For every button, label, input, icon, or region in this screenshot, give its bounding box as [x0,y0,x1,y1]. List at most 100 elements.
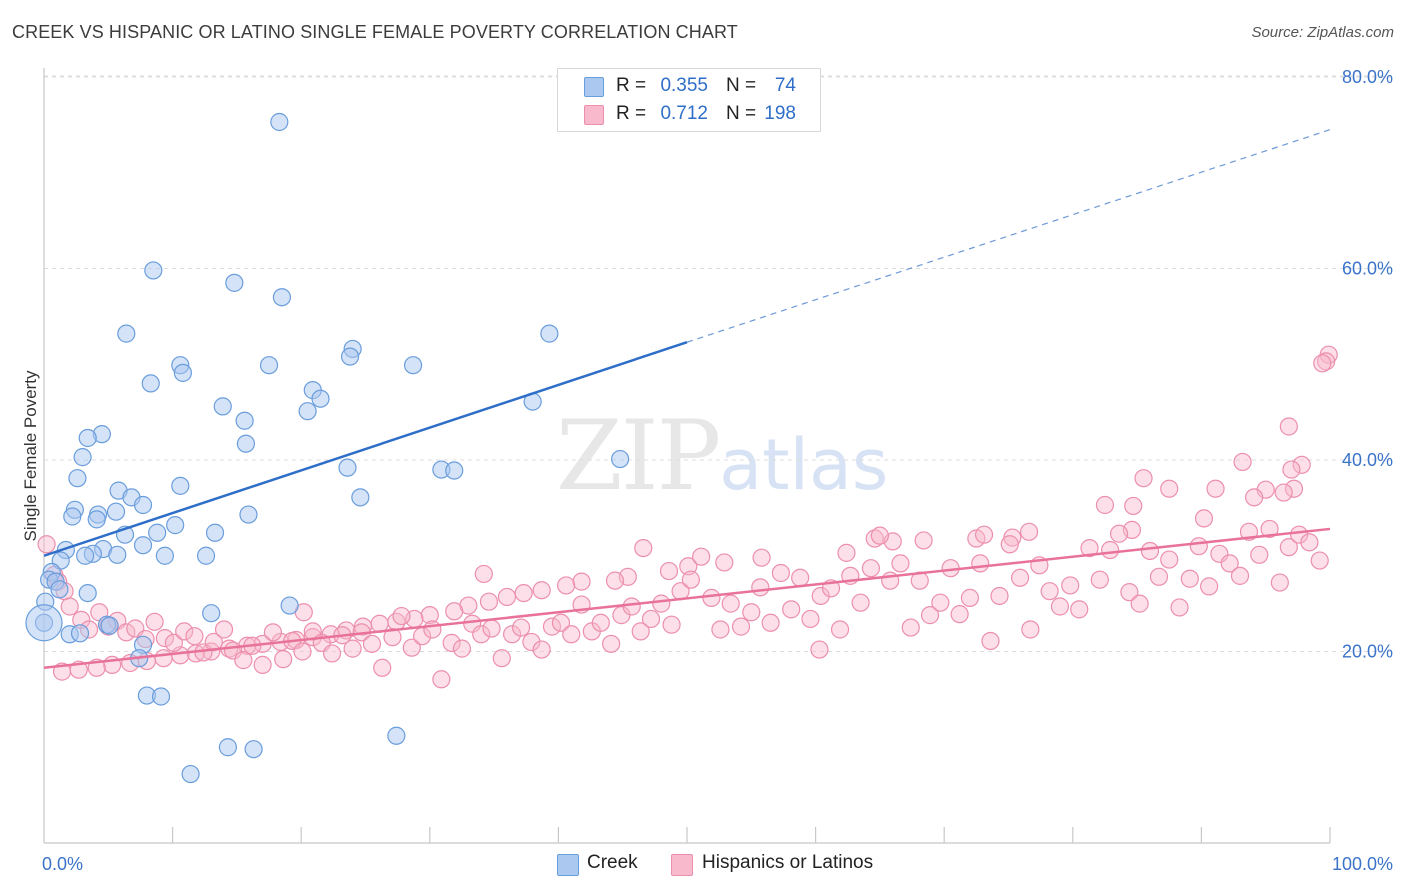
creek-point [76,546,95,565]
hispanic-point [1180,569,1199,588]
creek-point [298,402,317,421]
creek-point [202,604,221,623]
hispanic-point [920,606,940,625]
creek-point [259,356,279,375]
hispanic-point [1200,577,1219,596]
creek-point [235,411,254,430]
hispanic-point [1120,583,1139,602]
watermark-atlas: atlas [719,424,889,506]
creek-point [25,604,63,642]
creek-point [445,461,464,480]
creek-point [68,469,87,488]
hispanic-point [234,651,253,670]
creek-point [280,596,299,615]
hispanic-point [512,618,531,637]
y-tick-label: 20.0% [1342,642,1393,662]
hispanic-point [542,617,562,636]
hispanic-point [1000,535,1019,554]
creek-point [171,476,190,495]
hispanic-point [1124,496,1143,516]
hispanic-point [605,571,625,590]
hispanic-point [791,568,810,587]
creek-legend-label: Creek [587,852,638,873]
creek-point [133,536,153,555]
hispanic-point [622,597,641,616]
hispanic-point [752,548,771,567]
hispanic-point [721,594,740,613]
creek-point [340,347,360,366]
hispanic-point [432,670,451,689]
legend-row-hispanic: R = 0.712 N = 198 [558,101,820,129]
creek-point [63,507,82,526]
hispanic-points [37,345,1338,689]
hispanic-point [692,547,711,566]
hispanic-point [870,526,890,545]
creek-point [173,363,192,382]
watermark-zip: ZIP [556,400,721,512]
creek-point [148,523,167,542]
hispanic-point [1170,598,1189,617]
creek-point [78,428,97,448]
hispanic-point [1109,524,1129,543]
hispanic-point [731,617,751,636]
n-label: N = [726,75,757,96]
hispanic-point [1070,600,1089,619]
hispanic-point [474,564,493,584]
hispanic-point [681,570,700,589]
y-axis-label: Single Female Poverty [21,370,40,542]
hispanic-point [1160,550,1179,569]
hispanic-point [1100,540,1120,560]
trend-lines [43,129,1331,670]
hispanic-point [602,634,621,653]
hispanic-point [1292,455,1311,474]
hispanic-point [1194,509,1214,528]
creek-point [166,516,185,535]
hispanic-point [861,559,880,578]
hispanic-point [263,623,283,642]
n-value: 198 [764,103,796,124]
hispanic-point [442,633,461,652]
creek-point [236,434,256,453]
hispanic-point [452,639,472,658]
hispanic-point [865,529,884,548]
hispanic-point [971,554,990,573]
hispanic-point [950,605,969,624]
hispanic-point [662,615,681,634]
hispanic-point [751,578,770,597]
hispanic-point [711,620,730,639]
zipatlas-watermark: ZIPatlas [556,400,888,512]
n-label: N = [726,103,757,124]
hispanic-point [1230,566,1250,585]
hispanic-point [990,586,1009,606]
creek-point [151,687,171,706]
hispanic-point [274,650,293,669]
hispanic-point [771,563,790,583]
hispanic-point [383,628,402,647]
hispanic-point [974,525,994,544]
hispanic-point [1021,620,1040,639]
hispanic-point [761,613,780,632]
creek-trend-extension [686,129,1331,343]
hispanic-point [492,649,511,668]
hispanic-point [1279,417,1298,436]
creek-point [218,738,237,757]
hispanic-point [1279,538,1298,557]
hispanic-point [810,640,829,659]
hispanic-point [253,655,272,675]
hispanic-point [1310,551,1329,570]
hispanic-point [901,618,920,637]
creek-trend-line [43,341,688,557]
hispanic-point [1134,469,1153,488]
hispanic-point [497,587,517,607]
creek-point [141,374,160,393]
creek-point [611,449,630,469]
creek-point [239,505,258,524]
hispanic-point [532,581,551,600]
creek-point [225,273,244,292]
hispanic-point [1019,522,1039,541]
hispanic-point [1050,597,1070,616]
creek-point [270,112,289,132]
hispanic-point [423,620,442,639]
creek-point [351,488,370,507]
